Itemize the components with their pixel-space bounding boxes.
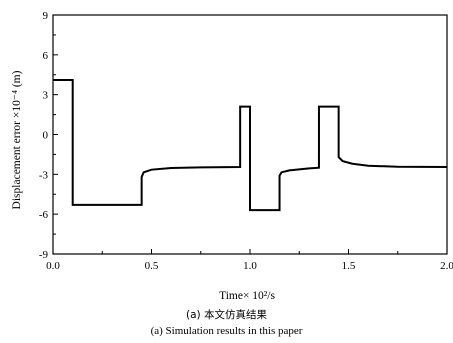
series-layer (53, 79, 448, 212)
caption-chinese: (a) 本文仿真结果 (186, 309, 267, 321)
x-tick-label: 0.5 (145, 260, 159, 272)
x-axis-ticks: 0.0 0.5 1.0 1.5 2.0 (46, 249, 453, 272)
x-axis-label: Time× 10²/s (219, 290, 275, 302)
y-tick-label: -9 (39, 249, 49, 261)
y-tick-label: 3 (43, 90, 49, 102)
y-axis-ticks: -9 -6 -3 0 3 6 9 (39, 10, 58, 261)
y-tick-label: 6 (43, 50, 49, 62)
caption-english: (a) Simulation results in this paper (150, 325, 303, 337)
x-tick-label: 2.0 (440, 260, 453, 272)
x-tick-label: 1.0 (243, 260, 257, 272)
y-tick-label: -6 (39, 209, 49, 221)
y-axis-label: Displacement error ×10⁻⁴ (m) (11, 70, 23, 209)
x-tick-label: 1.5 (342, 260, 356, 272)
y-tick-label: 0 (43, 130, 49, 142)
series-line (53, 79, 448, 212)
y-tick-label: 9 (43, 10, 49, 22)
x-tick-label: 0.0 (46, 260, 60, 272)
y-tick-label: -3 (39, 169, 49, 181)
